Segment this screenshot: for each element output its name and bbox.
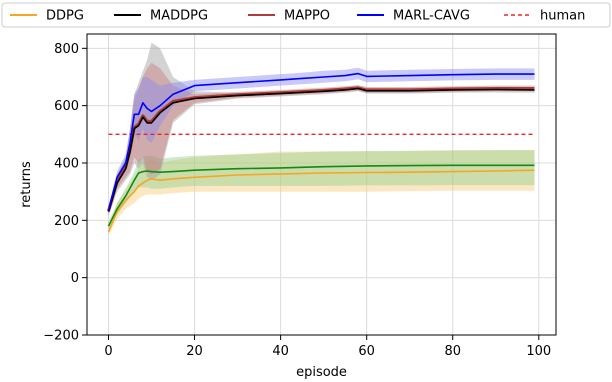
axis-ticks: 0 20 40 60 80 100 −200 0 200 400 600 800 — [43, 42, 551, 359]
y-tick-label: −200 — [43, 329, 79, 344]
series-line-ddpg — [107, 169, 535, 233]
x-tick-label: 100 — [526, 344, 551, 359]
series-line-maddpg — [107, 87, 535, 212]
legend-label: MADDPG — [150, 9, 208, 24]
y-tick-label: 400 — [54, 157, 79, 172]
band-maddpg — [108, 42, 535, 216]
y-tick-label: 800 — [54, 42, 79, 57]
x-tick-label: 40 — [272, 344, 289, 359]
series-line-marl-cavg — [107, 72, 535, 211]
x-axis-label: episode — [296, 365, 347, 380]
legend-label: MARL-CAVG — [393, 9, 470, 24]
x-tick-label: 0 — [104, 344, 112, 359]
legend: DDPG MADDPG MAPPO MARL-CAVG human — [1, 2, 611, 28]
y-axis-label: returns — [19, 161, 34, 208]
y-tick-label: 600 — [54, 99, 79, 114]
legend-box — [1, 2, 611, 28]
x-tick-label: 60 — [358, 344, 375, 359]
y-tick-label: 200 — [54, 214, 79, 229]
series-line-mappo-green — [107, 164, 535, 227]
x-tick-label: 80 — [444, 344, 461, 359]
confidence-bands — [108, 42, 535, 237]
band-mappo — [108, 62, 535, 216]
band-marl-cavg — [108, 67, 535, 215]
plot-frame — [86, 33, 557, 336]
series-lines — [107, 72, 535, 233]
x-tick-label: 20 — [186, 344, 203, 359]
legend-label: human — [540, 9, 585, 24]
legend-label: MAPPO — [284, 9, 330, 24]
legend-label: DDPG — [46, 9, 84, 24]
y-tick-label: 0 — [71, 271, 79, 286]
